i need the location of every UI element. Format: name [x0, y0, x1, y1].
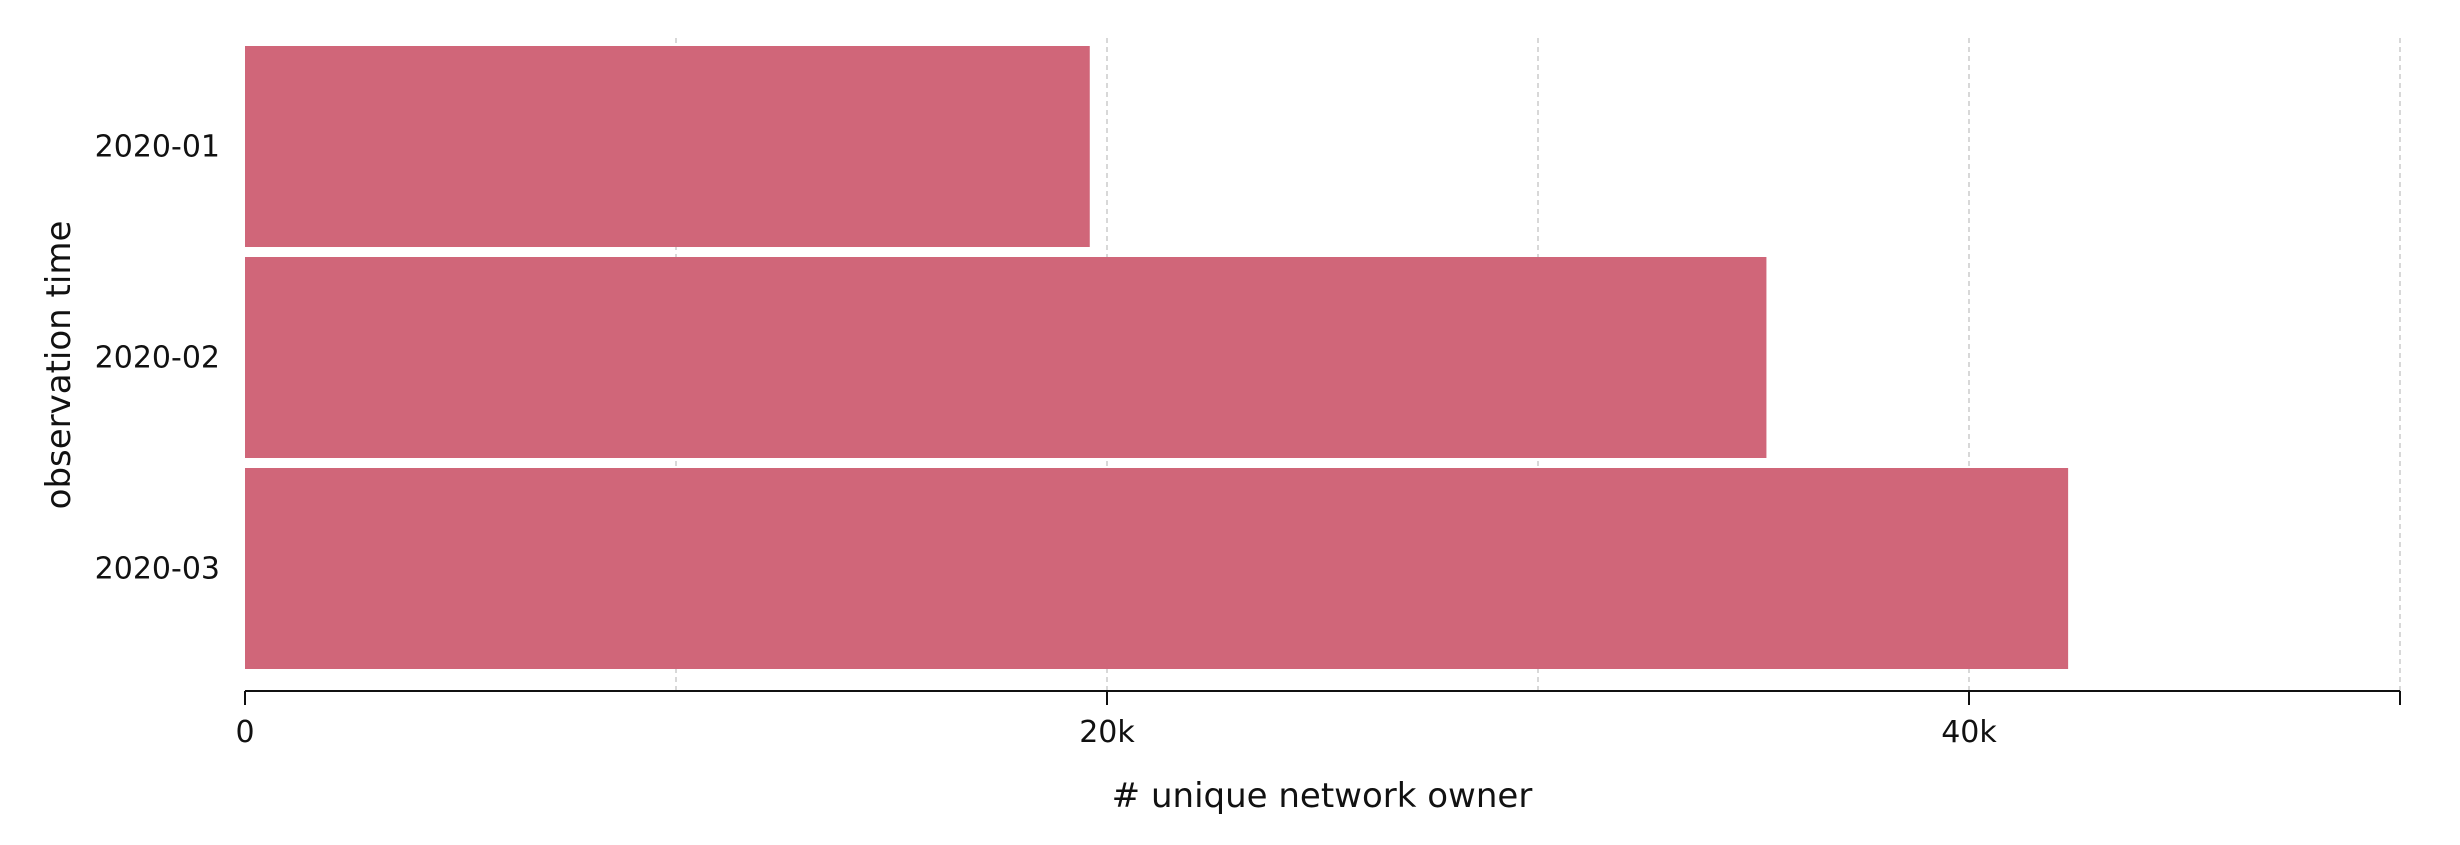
y-axis-title: observation time: [39, 221, 79, 510]
x-tick-label: 40k: [1941, 715, 1997, 750]
y-tick-label: 2020-02: [95, 341, 220, 376]
x-axis: 0 20k 40k: [235, 690, 2401, 750]
y-axis-labels: 2020-01 2020-02 2020-03: [95, 130, 220, 587]
bar-2020-01: [245, 46, 1090, 247]
y-tick-label: 2020-01: [95, 130, 220, 165]
bar-2020-03: [245, 468, 2069, 669]
x-axis-title: # unique network owner: [1112, 776, 1533, 816]
x-tick-label: 0: [235, 715, 254, 750]
bars: [245, 46, 2069, 669]
y-tick-label: 2020-03: [95, 552, 220, 587]
bar-2020-02: [245, 257, 1767, 458]
x-tick-label: 20k: [1079, 715, 1135, 750]
